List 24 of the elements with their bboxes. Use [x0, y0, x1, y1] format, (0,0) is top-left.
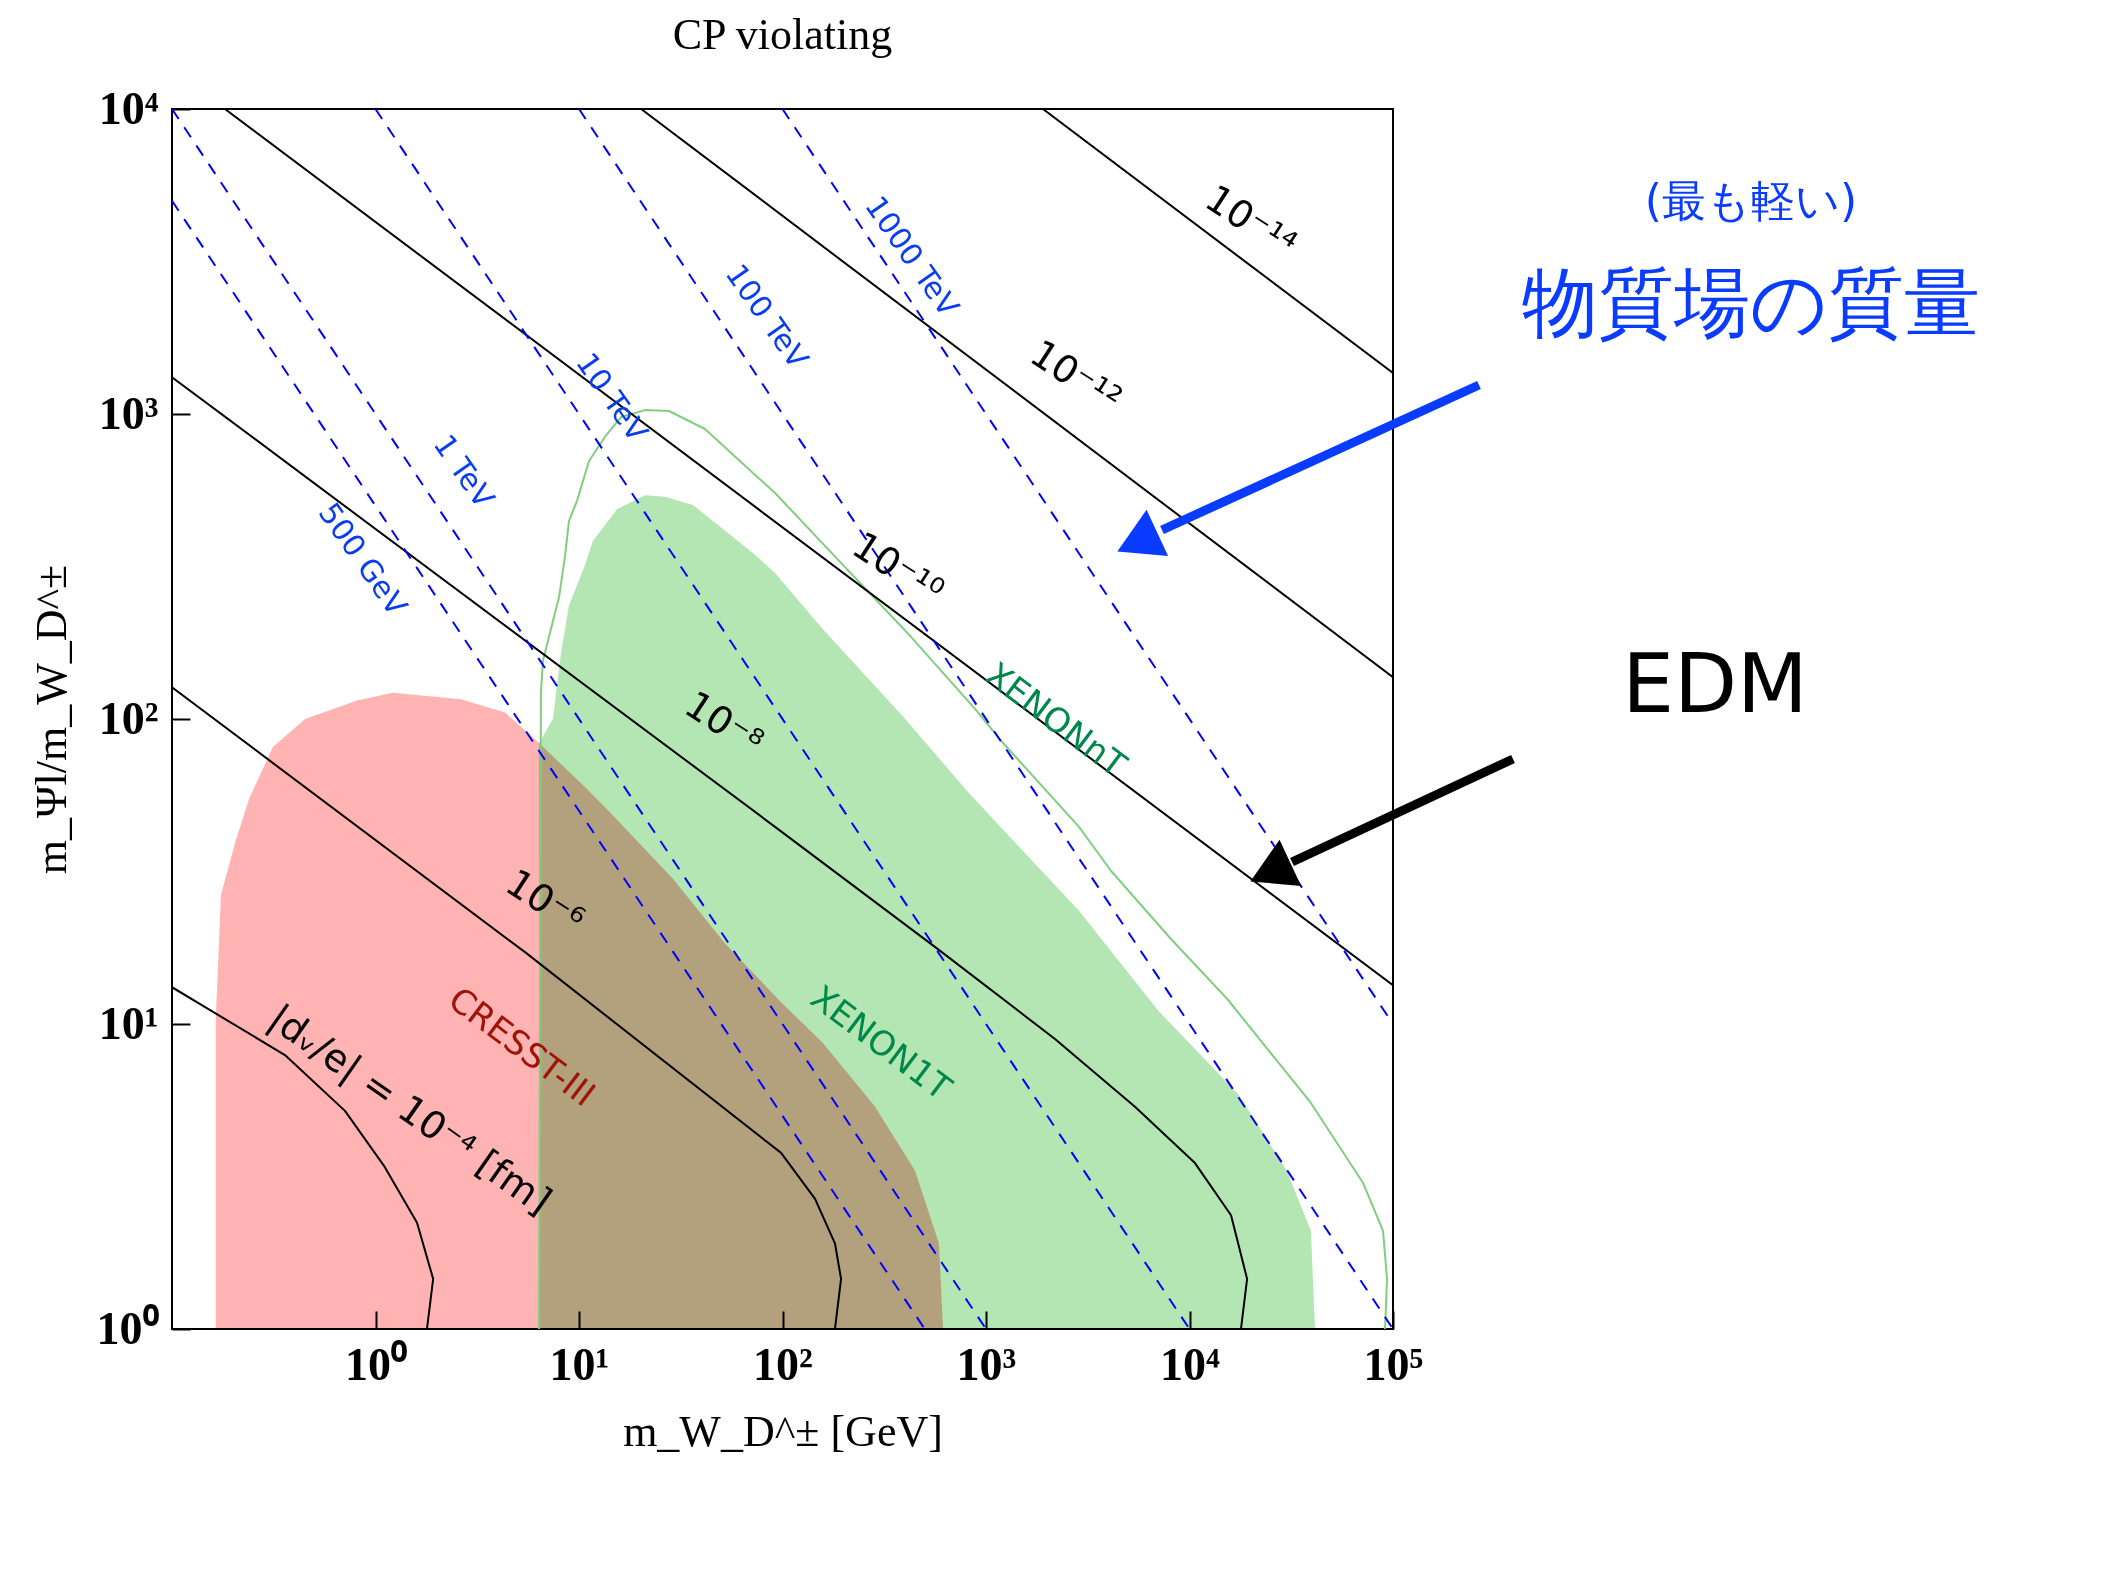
y-tick-label: 10⁴: [98, 82, 159, 134]
annotation: 10⁻¹⁴: [1197, 175, 1305, 267]
x-tick-label: 10⁵: [1363, 1338, 1424, 1390]
y-tick-label: 10³: [98, 387, 159, 439]
annotation: 10⁻¹⁰: [844, 522, 952, 614]
y-axis-title: m_Ψl/m_W_D^±: [26, 564, 76, 875]
annotation: 10⁻¹²: [1022, 330, 1130, 422]
text: (最も軽い): [1644, 175, 1858, 226]
chart-title: CP violating: [672, 10, 893, 59]
annotation: 1 TeV: [426, 427, 503, 515]
annotation: 10⁻⁸: [677, 682, 772, 765]
text: 物質場の質量: [1522, 258, 1980, 347]
annotation: 10 TeV: [569, 346, 656, 449]
text: EDM: [1622, 636, 1808, 731]
y-tick-label: 10¹: [98, 997, 159, 1049]
y-tick-label: 10²: [98, 692, 159, 744]
y-tick-label: 10⁰: [96, 1302, 159, 1354]
x-tick-label: 10⁴: [1160, 1338, 1221, 1390]
x-tick-label: 10¹: [549, 1338, 610, 1390]
annotation: 10⁻⁶: [498, 860, 593, 943]
x-axis-title: m_W_D^± [GeV]: [623, 1406, 943, 1456]
x-tick-label: 10⁰: [345, 1338, 407, 1390]
x-tick-label: 10²: [753, 1338, 813, 1390]
x-tick-label: 10³: [956, 1338, 1017, 1390]
